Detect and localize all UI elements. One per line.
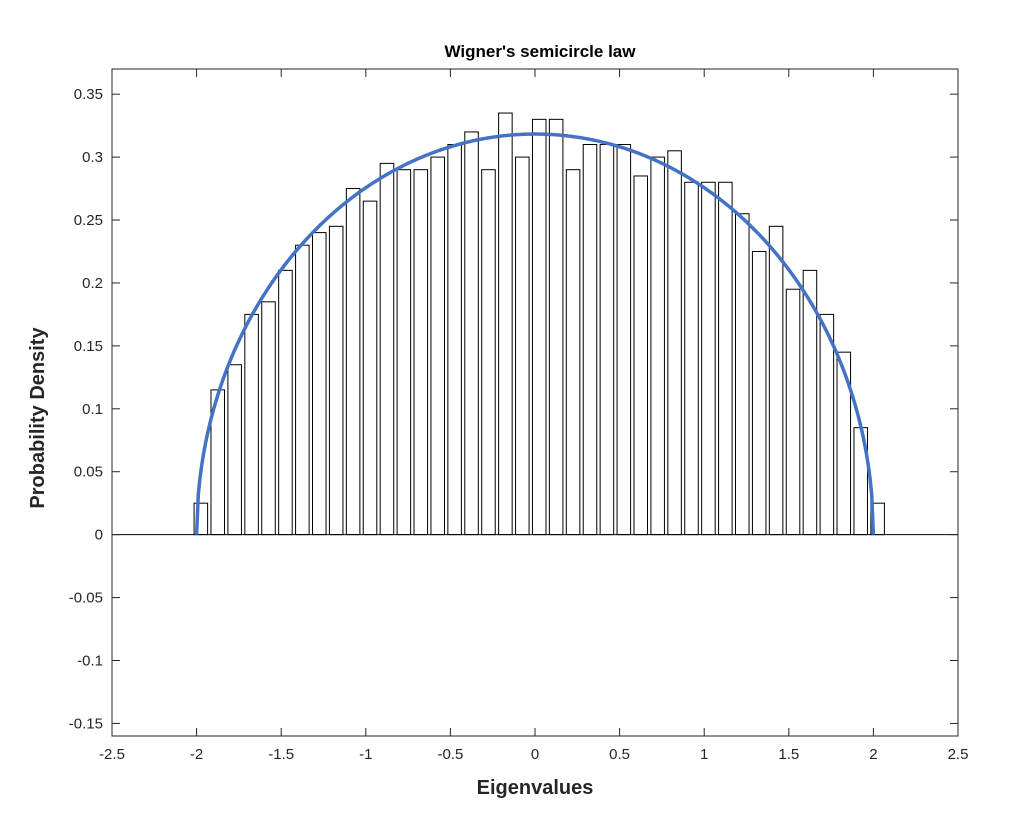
histogram-bars: [193, 112, 885, 536]
x-tick-label: 2.5: [948, 746, 969, 763]
histogram-bar: [261, 301, 276, 536]
y-tick-label: 0.35: [74, 86, 103, 103]
histogram-bar: [481, 169, 496, 536]
y-tick-label: -0.05: [69, 590, 103, 607]
histogram-bar: [616, 144, 632, 536]
x-axis-label: Eigenvalues: [477, 777, 594, 799]
histogram-bar: [565, 169, 581, 536]
x-tick-label: -2.5: [99, 746, 125, 763]
y-tick-label: 0.2: [82, 275, 103, 292]
histogram-bar: [413, 169, 429, 536]
histogram-bar: [684, 181, 699, 536]
x-tick-label: 0.5: [609, 746, 630, 763]
x-tick-label: 0: [531, 746, 539, 763]
x-tick-label: 2: [869, 746, 877, 763]
x-tick-label: -2: [190, 746, 203, 763]
semicircle-curve: [194, 132, 876, 535]
histogram-bar: [295, 244, 310, 536]
histogram-bar: [785, 288, 801, 536]
y-tick-label: -0.15: [69, 715, 103, 732]
histogram-bar: [379, 162, 395, 536]
histogram-bar: [735, 213, 750, 536]
histogram-bar: [515, 156, 530, 536]
histogram-bar: [819, 313, 835, 536]
histogram-bar: [650, 156, 665, 536]
histogram-bar: [345, 188, 361, 536]
histogram-bar: [768, 225, 784, 536]
y-tick-label: 0.05: [74, 464, 103, 481]
histogram-bar: [278, 269, 293, 536]
histogram-bar: [633, 175, 649, 536]
x-axis: -2.5 -2 -1.5 -1 -0.5 0 0.5 1 1.5 2 2.5: [99, 69, 968, 763]
x-tick-label: -0.5: [437, 746, 463, 763]
y-axis: -0.15 -0.1 -0.05 0 0.05 0.1 0.15 0.2 0.25 0.3 0.35: [69, 86, 958, 732]
y-tick-label: 0.15: [74, 338, 103, 355]
histogram-bar: [548, 118, 564, 536]
histogram-bar: [244, 313, 259, 536]
histogram-bar: [701, 181, 716, 536]
histogram-bar: [396, 169, 412, 536]
y-axis-label: Probability Density: [27, 327, 49, 509]
x-tick-label: -1: [359, 746, 372, 763]
x-tick-label: 1.5: [778, 746, 799, 763]
histogram-bar: [718, 181, 733, 536]
y-tick-label: 0.3: [82, 149, 103, 166]
x-tick-label: 1: [700, 746, 708, 763]
histogram-bar: [430, 156, 445, 536]
histogram-bar: [667, 150, 682, 536]
y-tick-label: -0.1: [77, 652, 103, 669]
histogram-bar: [582, 144, 598, 536]
histogram-bar: [328, 225, 344, 536]
histogram-bar: [312, 232, 327, 536]
histogram-bar: [464, 131, 479, 536]
x-tick-label: -1.5: [268, 746, 294, 763]
y-tick-label: 0: [95, 527, 103, 544]
histogram-bar: [531, 118, 547, 536]
chart-title: Wigner's semicircle law: [445, 42, 637, 61]
histogram-bar: [751, 250, 767, 536]
histogram-bar: [498, 112, 513, 536]
histogram-bar: [599, 144, 615, 536]
histogram-bar: [362, 200, 378, 536]
y-tick-label: 0.25: [74, 212, 103, 229]
histogram-bar: [447, 144, 462, 536]
histogram-bar: [227, 364, 242, 536]
y-tick-label: 0.1: [82, 401, 103, 418]
